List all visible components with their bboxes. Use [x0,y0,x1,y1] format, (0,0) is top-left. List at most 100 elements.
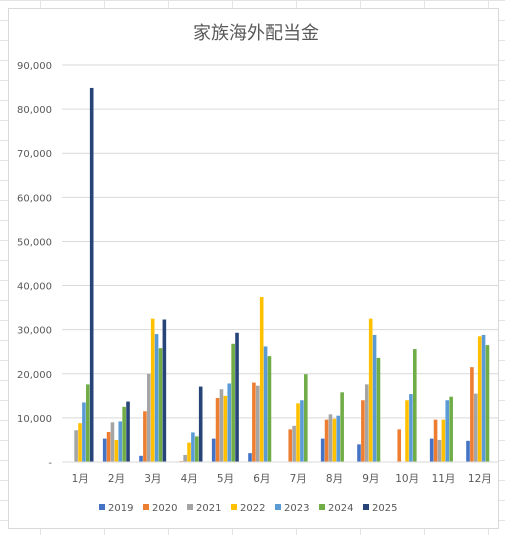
legend-item-2019: 2019 [99,503,133,514]
bar-2022 [114,439,119,462]
bar-2022 [259,297,264,462]
bar-2020 [470,367,474,462]
y-tick-label: - [48,458,52,469]
bar-2025 [126,401,130,462]
bar-2024 [267,356,272,462]
legend-item-2024: 2024 [319,503,353,514]
bar-2024 [304,374,308,462]
bar-2021 [328,414,333,462]
bar-2024 [485,345,490,462]
legend-label: 2022 [240,503,265,514]
bar-2023 [118,421,123,462]
legend-swatch [231,504,237,510]
bar-2021 [255,385,260,462]
bar-2020 [288,429,293,462]
bar-2023 [82,402,86,462]
legend-label: 2021 [196,503,221,514]
bar-2025 [89,87,94,462]
bar-2025 [162,319,167,462]
bar-2024 [413,349,417,462]
bar-2021 [74,430,78,462]
bar-2019 [248,453,252,462]
x-tick-label: 6月 [253,473,270,485]
bar-2020 [106,432,111,462]
x-tick-label: 5月 [217,473,234,485]
bar-2023 [372,334,377,462]
bar-2024 [376,357,381,462]
legend: 2019 2020 2021 2022 2023 2024 2025 [99,503,397,514]
bar-2021 [437,439,442,462]
bar-2022 [150,318,155,462]
bar-2021 [364,384,369,462]
legend-label: 2019 [108,503,133,514]
bar-2024 [449,396,453,462]
bar-2020 [252,382,256,462]
bar-2019 [320,438,325,462]
x-axis-labels: 1月 2月 3月 4月 5月 6月 7月 8月 9月 10月 11月 12月 [72,473,492,485]
bar-2022 [368,318,373,462]
bar-2023 [445,400,450,462]
bar-2020 [324,419,329,462]
bar-series [74,87,490,462]
y-axis-labels: - 10,000 20,000 30,000 40,000 50,000 60,000 70,… [17,61,52,469]
bar-2024 [86,384,90,462]
x-tick-label: 12月 [468,473,492,485]
bar-2023 [191,432,195,462]
bar-2025 [235,332,239,462]
bar-2023 [336,415,341,462]
bar-2019 [357,444,361,462]
bar-2023 [300,400,304,462]
legend-swatch [143,504,149,510]
bar-2021 [219,389,224,462]
bar-2022 [332,418,337,462]
legend-swatch [187,504,193,510]
legend-label: 2025 [372,503,397,514]
gridlines [62,64,498,419]
y-tick-label: 60,000 [17,193,52,204]
legend-item-2021: 2021 [187,503,221,514]
legend-swatch [99,504,105,510]
bar-2022 [441,419,446,462]
x-tick-label: 9月 [362,473,379,485]
legend-item-2025: 2025 [363,503,397,514]
x-tick-label: 10月 [395,473,419,485]
legend-label: 2020 [152,503,177,514]
y-tick-label: 90,000 [17,61,52,72]
legend-swatch [319,504,325,510]
y-tick-label: 40,000 [17,282,52,293]
bar-2024 [231,343,235,462]
bar-2020 [143,411,147,462]
y-tick-label: 20,000 [17,370,52,381]
bar-2019 [102,438,107,462]
bar-2023 [263,346,268,462]
chart-title: 家族海外配当金 [193,23,319,44]
y-tick-label: 50,000 [17,237,52,248]
legend-item-2023: 2023 [275,503,309,514]
bar-2024 [122,406,126,462]
x-tick-label: 11月 [432,473,456,485]
bar-2024 [158,348,163,462]
x-tick-label: 2月 [108,473,125,485]
x-tick-label: 7月 [290,473,307,485]
bar-2021 [146,373,151,462]
bar-2020 [433,419,438,462]
y-tick-label: 70,000 [17,149,52,160]
bar-2023 [154,334,159,462]
legend-swatch [275,504,281,510]
bar-2021 [473,393,478,462]
bar-2019 [211,438,216,462]
bar-2023 [409,394,413,462]
y-tick-label: 30,000 [17,326,52,337]
bar-2025 [198,386,203,462]
bar-2019 [429,438,434,462]
bar-2022 [405,400,409,462]
bar-2019 [139,455,143,462]
bar-2021 [110,422,115,462]
bar-2024 [340,392,344,462]
legend-item-2020: 2020 [143,503,177,514]
bar-2023 [227,383,232,462]
bar-2022 [78,423,82,462]
x-tick-label: 4月 [181,473,198,485]
legend-label: 2023 [284,503,309,514]
